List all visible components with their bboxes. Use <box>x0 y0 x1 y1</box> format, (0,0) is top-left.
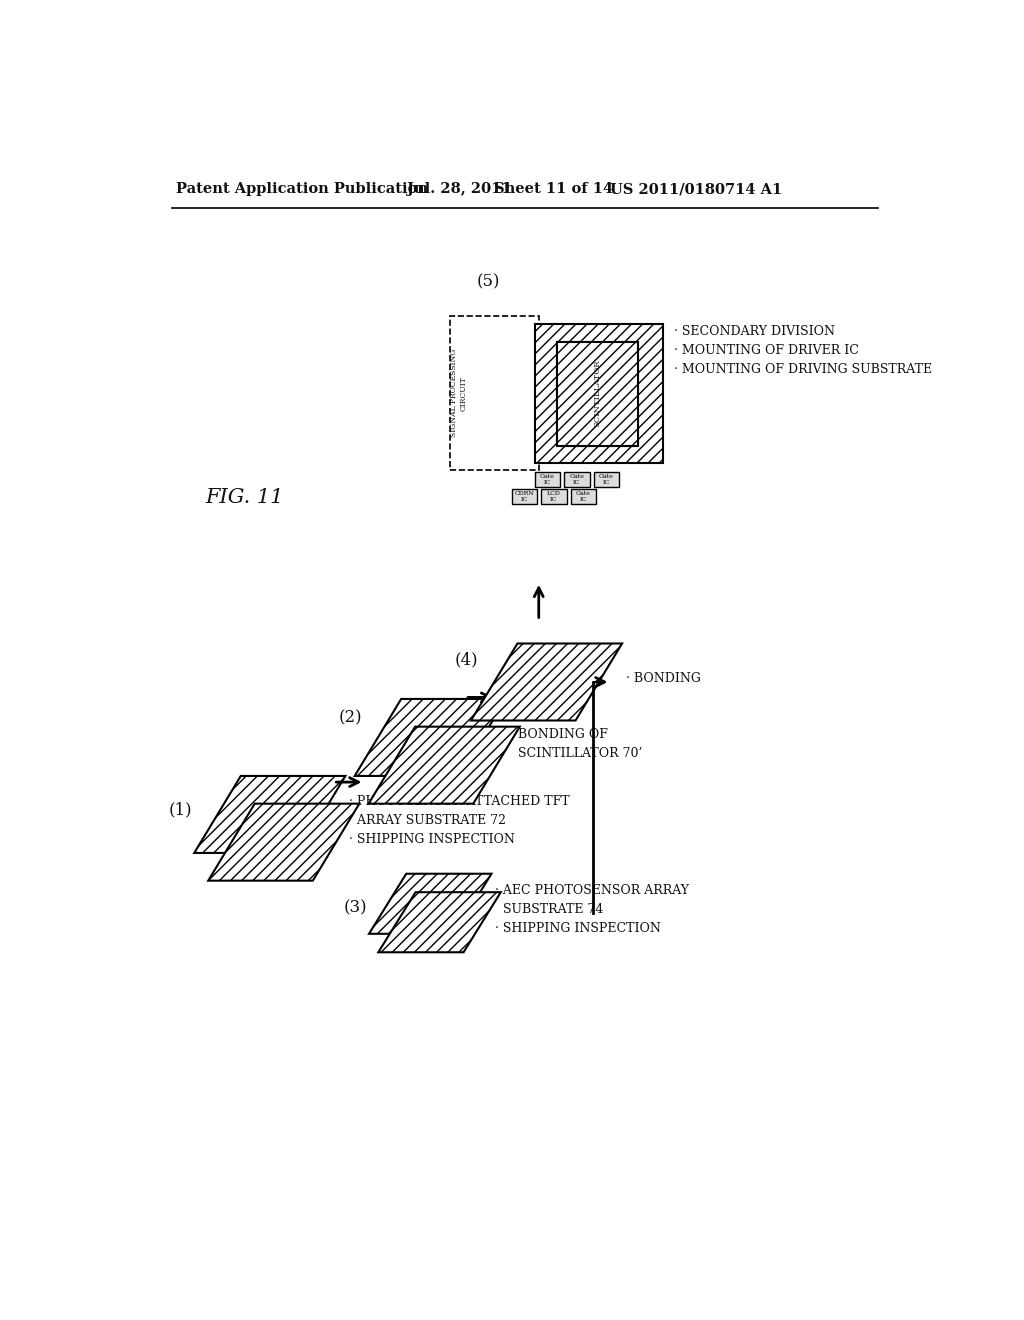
Text: · AEC PHOTOSENSOR ARRAY
  SUBSTRATE 74
· SHIPPING INSPECTION: · AEC PHOTOSENSOR ARRAY SUBSTRATE 74 · S… <box>496 883 689 935</box>
Bar <box>557 342 638 446</box>
Bar <box>557 342 638 446</box>
Bar <box>535 471 560 487</box>
Polygon shape <box>354 700 506 776</box>
Text: Gate
IC: Gate IC <box>540 474 555 484</box>
Polygon shape <box>378 892 501 952</box>
Text: (4): (4) <box>455 651 478 668</box>
Bar <box>450 317 539 470</box>
Polygon shape <box>471 644 622 721</box>
Text: Sheet 11 of 14: Sheet 11 of 14 <box>494 182 613 197</box>
Bar <box>512 488 538 504</box>
Text: · BONDING OF
  SCINTILLATOR 70’: · BONDING OF SCINTILLATOR 70’ <box>510 727 642 759</box>
Text: (5): (5) <box>477 273 501 290</box>
Bar <box>564 471 590 487</box>
Text: · PHOTOSENSOR-ATTACHED TFT
  ARRAY SUBSTRATE 72
· SHIPPING INSPECTION: · PHOTOSENSOR-ATTACHED TFT ARRAY SUBSTRA… <box>349 795 570 846</box>
Polygon shape <box>369 874 492 933</box>
Polygon shape <box>208 804 359 880</box>
Text: US 2011/0180714 A1: US 2011/0180714 A1 <box>610 182 782 197</box>
Text: SCINTILLATOR: SCINTILLATOR <box>593 360 601 428</box>
Text: (1): (1) <box>169 801 193 818</box>
Bar <box>557 342 638 446</box>
Text: Gate
IC: Gate IC <box>599 474 613 484</box>
Text: Gate
IC: Gate IC <box>569 474 584 484</box>
Text: (3): (3) <box>344 899 368 916</box>
Bar <box>570 488 596 504</box>
Text: Jul. 28, 2011: Jul. 28, 2011 <box>407 182 512 197</box>
Bar <box>541 488 566 504</box>
Text: SIGNAL PROCESSING
CIRCUIT: SIGNAL PROCESSING CIRCUIT <box>450 348 468 437</box>
Text: Gate
IC: Gate IC <box>575 491 591 502</box>
Text: LCD
IC: LCD IC <box>547 491 560 502</box>
Text: CDRN
IC: CDRN IC <box>514 491 534 502</box>
Polygon shape <box>369 726 520 804</box>
Polygon shape <box>195 776 345 853</box>
Bar <box>594 471 620 487</box>
Text: Patent Application Publication: Patent Application Publication <box>176 182 428 197</box>
Text: · BONDING: · BONDING <box>626 672 700 685</box>
Text: FIG. 11: FIG. 11 <box>206 487 284 507</box>
Text: · SECONDARY DIVISION
· MOUNTING OF DRIVER IC
· MOUNTING OF DRIVING SUBSTRATE: · SECONDARY DIVISION · MOUNTING OF DRIVE… <box>675 326 933 376</box>
Text: (2): (2) <box>339 709 362 726</box>
Bar <box>535 323 663 462</box>
